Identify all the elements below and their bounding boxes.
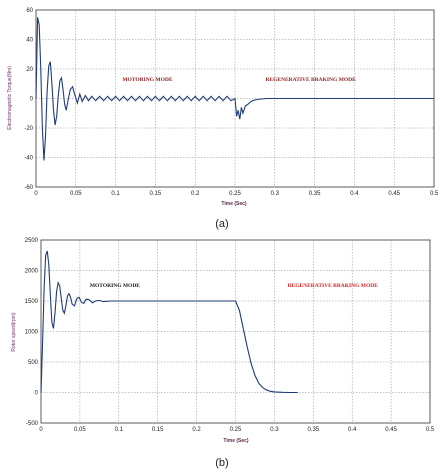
y-tick-label: 500 [28,360,39,366]
annotation-label: MOTORING MODE [122,77,172,83]
annotation-label: REGENERATIVE BRAKING MODE [265,77,356,83]
x-tick-label: 0.15 [152,427,164,433]
annotation-label: MOTORING MODE [90,283,140,289]
grid-b [41,240,430,423]
x-tick-label: 0.25 [230,427,242,433]
y-tick-label: 1500 [25,299,39,305]
y-tick-label: 1000 [25,330,39,336]
x-ticks-a: 0 0.05 0.1 0.15 0.2 0.25 0.3 0.35 0.4 0.45 0.5 [34,191,439,197]
x-tick-label: 0.1 [115,427,124,433]
x-tick-label: 0.35 [307,427,319,433]
x-tick-label: 0.35 [309,191,321,197]
caption-b: (b) [215,457,228,469]
y-axis-label-a: Electromagnetic Torque(Nm) [7,66,13,130]
x-axis-label-b: Time (Sec) [223,438,249,444]
y-ticks-a: 60 40 20 0 -20 -40 -60 [24,8,33,191]
annotation-label: REGENERATIVE BRAKING MODE [288,283,379,289]
y-tick-label: -60 [24,185,33,191]
x-ticks-b: 0 0.05 0.1 0.15 0.2 0.25 0.3 0.35 0.4 0.45 0.5 [39,427,435,433]
annotations-a: MOTORING MODE REGENERATIVE BRAKING MODE [122,77,356,83]
annotations-b: MOTORING MODE REGENERATIVE BRAKING MODE [90,283,378,289]
x-tick-label: 0.1 [111,191,120,197]
y-tick-label: 2500 [25,238,39,244]
x-tick-label: 0.3 [271,191,280,197]
y-tick-label: 40 [26,38,33,44]
x-tick-label: 0.5 [430,191,439,197]
x-tick-label: 0.25 [229,191,241,197]
x-tick-label: 0.4 [348,427,357,433]
y-axis-label-b: Rotor speed(rpm) [11,312,17,352]
x-tick-label: 0.2 [191,191,200,197]
x-tick-label: 0.5 [426,427,435,433]
y-tick-label: -500 [26,421,39,427]
x-tick-label: 0.15 [150,191,162,197]
x-axis-label-a: Time (Sec) [221,201,247,207]
x-tick-label: 0.05 [74,427,86,433]
x-tick-label: 0.45 [385,427,397,433]
x-tick-label: 0 [39,427,43,433]
y-tick-label: -40 [24,156,33,162]
y-tick-label: 0 [30,97,34,103]
x-tick-label: 0.2 [192,427,201,433]
series-line-b [40,250,298,394]
y-tick-label: 0 [35,391,39,397]
x-tick-label: 0.3 [270,427,279,433]
series-line-a [35,17,434,161]
caption-a: (a) [215,218,228,230]
x-tick-label: 0.4 [350,191,359,197]
x-tick-label: 0 [34,191,38,197]
y-tick-label: 60 [26,8,33,14]
x-tick-label: 0.05 [70,191,82,197]
x-tick-label: 0.45 [388,191,400,197]
y-ticks-b: 2500 2000 1500 1000 500 0 -500 [25,238,39,427]
y-tick-label: -20 [24,126,33,132]
y-tick-label: 20 [26,67,33,73]
y-tick-label: 2000 [25,269,39,275]
